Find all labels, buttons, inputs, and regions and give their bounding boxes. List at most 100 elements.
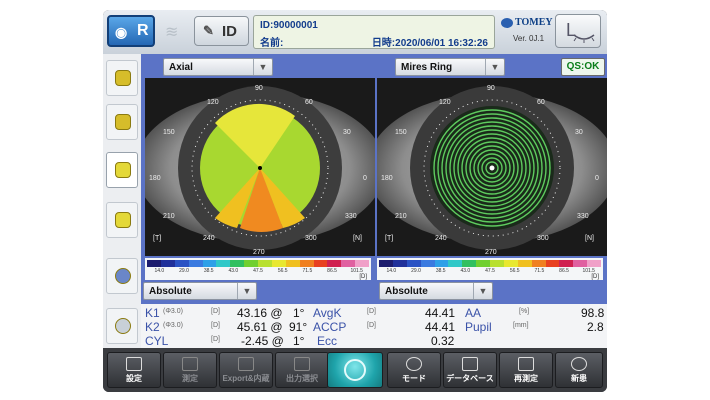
- cyl-unit: [D]: [211, 336, 220, 343]
- remeasure-button[interactable]: 再測定: [499, 352, 553, 388]
- scale-tick-label: 71.5: [534, 268, 545, 274]
- right-scale-type-value: Absolute: [385, 286, 428, 297]
- left-scale-type-select[interactable]: Absolute ▼: [143, 282, 257, 300]
- chevron-down-icon: ▼: [473, 283, 492, 299]
- scale-tick-label: 43.0: [460, 268, 471, 274]
- scale-swatch: [545, 260, 560, 267]
- quality-status-badge: QS:OK: [561, 58, 605, 76]
- k1-axis: 1°: [293, 306, 305, 320]
- measurement-grid: K1 (Φ3.0) [D] 43.16 @ 1° K2 (Φ3.0) [D] 4…: [141, 304, 607, 348]
- sidebar-item-house[interactable]: [106, 258, 138, 294]
- settings-label: 設定: [126, 374, 142, 383]
- sidebar-item-quad-map[interactable]: [106, 202, 138, 238]
- axis-label-210: 210: [395, 213, 407, 220]
- axial-map-panel[interactable]: 90 120 150 180 210 240 270 300 330 0 30 …: [145, 78, 375, 256]
- cyl-axis: 1°: [293, 334, 305, 348]
- scale-swatch: [434, 260, 449, 267]
- scale-swatch: [313, 260, 328, 267]
- export-button[interactable]: Export&内蔵: [219, 352, 273, 388]
- axis-label-240: 240: [203, 235, 215, 242]
- device-screen: ◉ R ≋ ✎ ID ID:90000001 名前: 日時:2020/06/01…: [103, 10, 607, 392]
- database-button[interactable]: データベース: [443, 352, 497, 388]
- left-color-scale: 14.0 29.0 38.5 43.0 47.5 56.5 71.5 86.5 101.5 [D…: [145, 258, 371, 280]
- scale-swatch: [517, 260, 532, 267]
- patient-id-text: ID:90000001: [260, 20, 318, 31]
- scale-tick-label: 29.0: [411, 268, 421, 274]
- dual-map-icon: [115, 162, 131, 178]
- eye-mode-left-button[interactable]: L: [555, 14, 601, 48]
- tomey-logo-icon: [501, 17, 513, 28]
- right-map-type-select[interactable]: Mires Ring ▼: [395, 58, 505, 76]
- measure-button[interactable]: 測定: [163, 352, 217, 388]
- accp-unit: [D]: [367, 322, 376, 329]
- scale-swatch: [379, 260, 393, 267]
- avgk-value: 44.41: [425, 306, 456, 320]
- k1-value: 43.16 @: [237, 306, 283, 320]
- left-scale-type-value: Absolute: [149, 286, 192, 297]
- avgk-label: AvgK: [313, 306, 342, 320]
- axis-label-270: 270: [485, 249, 497, 256]
- right-scale-ticks: 14.0 29.0 38.5 43.0 47.5 56.5 71.5 86.5 101.5: [379, 268, 601, 276]
- patient-id-button[interactable]: ✎ ID: [194, 16, 249, 46]
- mode-button[interactable]: モード: [387, 352, 441, 388]
- scale-swatch: [392, 260, 407, 267]
- accp-value: 44.41: [425, 320, 456, 334]
- version-text: Ver. 0J.1: [513, 34, 545, 43]
- right-scale-type-select[interactable]: Absolute ▼: [379, 282, 493, 300]
- chevron-down-icon: ▼: [485, 59, 504, 75]
- scale-swatch: [341, 260, 356, 267]
- brand-logo: TOMEY: [501, 17, 553, 28]
- scale-tick-label: 47.5: [253, 268, 263, 274]
- k2-zone: (Φ3.0): [163, 322, 183, 329]
- k1-zone: (Φ3.0): [163, 308, 183, 315]
- k2-unit: [D]: [211, 322, 220, 329]
- scale-swatch: [531, 260, 546, 267]
- main-content: Axial ▼ Mires Ring ▼ QS:OK: [141, 54, 607, 348]
- wireless-icon: ≋: [165, 24, 179, 41]
- patient-info-box: ID:90000001 名前: 日時:2020/06/01 16:32:26: [253, 15, 495, 49]
- cyl-value: -2.45 @: [241, 334, 284, 348]
- scale-tick-label: 14.0: [154, 268, 165, 274]
- left-map-type-select[interactable]: Axial ▼: [163, 58, 273, 76]
- eye-mode-right-button[interactable]: ◉ R: [107, 15, 155, 47]
- left-sidebar: [103, 54, 141, 348]
- new-patient-button[interactable]: 新患: [555, 352, 603, 388]
- settings-button[interactable]: 設定: [107, 352, 161, 388]
- axis-label-0: 0: [363, 175, 367, 182]
- sidebar-item-single-map[interactable]: [106, 104, 138, 140]
- output-select-button[interactable]: 出力選択: [275, 352, 329, 388]
- house-icon: [115, 268, 131, 284]
- axis-label-180: 180: [381, 175, 393, 182]
- sidebar-item-both-eyes[interactable]: [106, 60, 138, 96]
- avgk-unit: [D]: [367, 308, 376, 315]
- left-eye-label: L: [566, 20, 577, 40]
- sidebar-item-settings-shape[interactable]: [106, 308, 138, 344]
- exam-datetime-text: 日時:2020/06/01 16:32:26: [371, 38, 488, 49]
- capture-button[interactable]: [327, 352, 383, 388]
- chevron-down-icon: ▼: [253, 59, 272, 75]
- right-scale-strip: [379, 260, 601, 267]
- pupil-label: Pupil: [465, 320, 492, 334]
- scale-swatch: [462, 260, 477, 267]
- nasal-tag: [N]: [353, 235, 362, 242]
- scale-swatch: [202, 260, 217, 267]
- axis-label-120: 120: [439, 99, 451, 106]
- axis-label-90: 90: [487, 85, 495, 92]
- database-label: データベース: [446, 374, 494, 383]
- scale-tick-label: 71.5: [302, 268, 313, 274]
- scale-swatch: [188, 260, 203, 267]
- temporal-tag: [T]: [385, 235, 393, 242]
- scale-swatch: [147, 260, 161, 267]
- left-map-type-value: Axial: [169, 62, 193, 73]
- scale-tick-label: 14.0: [386, 268, 397, 274]
- aa-label: AA: [465, 306, 482, 320]
- id-button-label: ID: [222, 23, 237, 40]
- axis-label-60: 60: [537, 99, 545, 106]
- eye-pair-icon: [115, 70, 131, 86]
- eye-mode-label: R: [137, 22, 149, 39]
- mires-ring-panel[interactable]: 90 120 150 180 210 240 270 300 330 0 30 …: [377, 78, 607, 256]
- sidebar-item-dual-map[interactable]: [106, 152, 138, 188]
- scale-tick-label: 29.0: [179, 268, 189, 274]
- scale-swatch: [503, 260, 518, 267]
- axis-label-270: 270: [253, 249, 265, 256]
